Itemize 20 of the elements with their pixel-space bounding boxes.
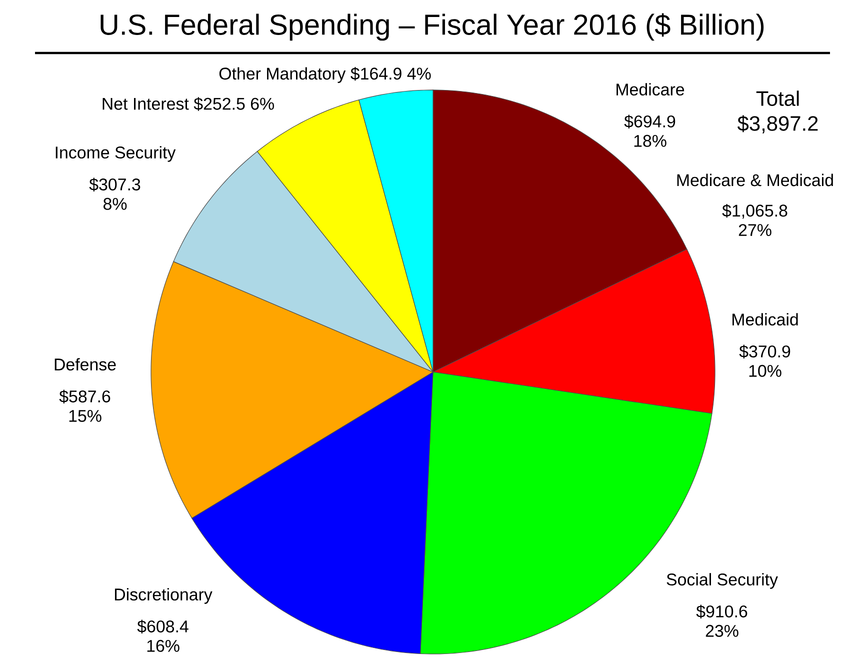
data-label: $694.9 18%: [624, 114, 676, 147]
slice-label: Defense: [54, 358, 116, 371]
slice-label: Medicare: [616, 83, 684, 96]
slice-label: Discretionary: [114, 588, 212, 604]
data-label: $587.6 15%: [59, 390, 110, 422]
text: Total $3,897.2: [738, 90, 818, 134]
data-label: $910.6 23%: [696, 604, 748, 637]
text: Medicare & Medicaid: [677, 174, 833, 186]
data-label: $608.4 16%: [137, 620, 188, 652]
data-label: $370.9 10%: [739, 344, 790, 377]
slice-label: Other Mandatory: [219, 67, 346, 84]
chart-title: U.S. Federal Spending – Fiscal Year 2016 ($ Billion): [100, 13, 764, 41]
slice-label: Social Security: [666, 573, 778, 589]
slice-label: Medicaid: [732, 313, 798, 326]
slice-label: Net Interest: [102, 98, 189, 110]
text: $1,065.8 27%: [722, 204, 788, 236]
data-label: $164.9 4%: [350, 66, 431, 81]
slice-label: Income Security: [56, 146, 176, 162]
data-label: $252.5 6%: [194, 97, 274, 111]
data-label: $307.3 8%: [89, 178, 140, 210]
